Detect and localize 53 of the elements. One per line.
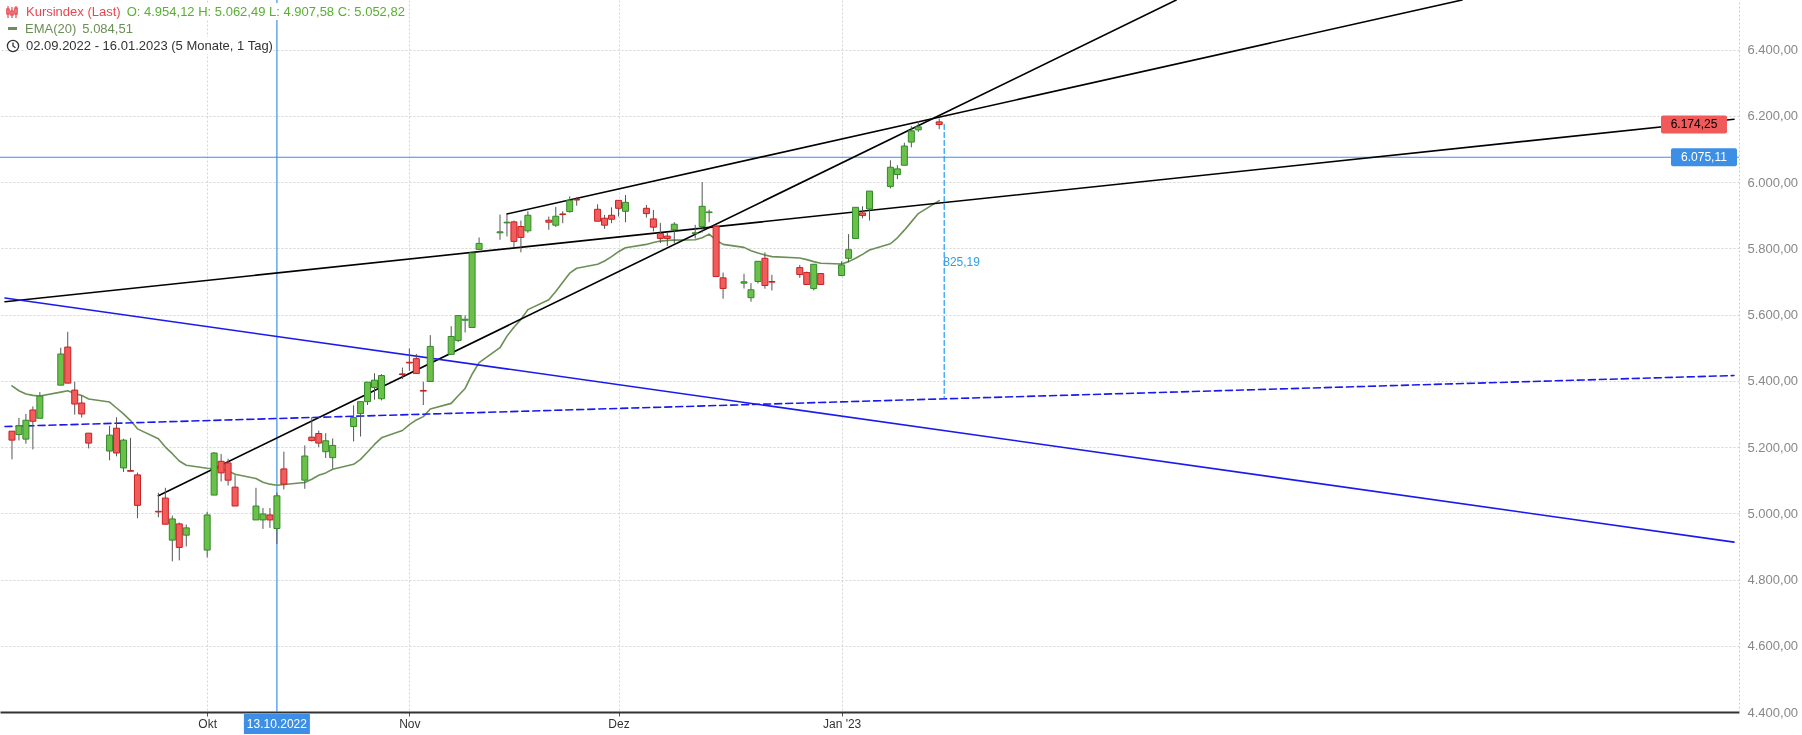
ref-line-label: 13.10.2022 <box>246 717 308 731</box>
ref-line-label: 6.075,11 <box>1681 150 1728 165</box>
y-tick-label: 5.400,00 <box>1747 373 1799 389</box>
candlestick <box>266 507 274 529</box>
x-tick-label: Okt <box>198 716 218 731</box>
y-tick-label: 5.800,00 <box>1747 240 1799 256</box>
candlestick <box>182 524 190 547</box>
candlestick <box>475 236 483 250</box>
chart-title: Kursindex (Last) <box>26 3 121 20</box>
candlestick <box>231 474 239 507</box>
candlestick <box>503 213 511 237</box>
candlestick <box>106 425 114 461</box>
y-tick-label: 5.600,00 <box>1747 307 1799 323</box>
candlestick <box>126 437 134 472</box>
candlestick <box>747 282 755 303</box>
candlestick <box>621 194 629 223</box>
y-tick-label: 4.600,00 <box>1747 638 1799 654</box>
candlestick <box>280 451 288 490</box>
annotation: 5.084,51 <box>82 20 133 37</box>
candlestick <box>845 233 853 263</box>
y-tick-label: 5.000,00 <box>1747 505 1799 521</box>
candlestick <box>900 142 908 166</box>
candlestick <box>8 430 16 460</box>
y-tick-label: 4.800,00 <box>1747 572 1799 588</box>
y-tick-label: 4.400,00 <box>1747 704 1799 720</box>
candlestick <box>350 404 358 442</box>
x-tick-label: Dez <box>608 716 630 731</box>
candlestick <box>649 209 657 232</box>
candlestick <box>419 381 427 406</box>
line-series <box>11 199 941 487</box>
candlestick <box>670 221 678 244</box>
candlestick <box>754 260 762 284</box>
candlestick <box>552 206 560 228</box>
text: 02.09.2022 - 16.01.2023 (5 Monate, 1 Tag) <box>26 37 273 54</box>
candlestick <box>175 522 183 561</box>
y-tick-label: 6.200,00 <box>1747 108 1799 124</box>
y-tick-label: 5.200,00 <box>1747 439 1799 455</box>
candlestick <box>496 214 504 241</box>
candlestick <box>36 391 44 419</box>
candlestick <box>907 125 915 148</box>
candlestick <box>168 515 176 562</box>
annotation: 825,19 <box>943 255 981 270</box>
y-tick-label: 6.000,00 <box>1747 174 1799 190</box>
y-tick-label: 6.400,00 <box>1747 42 1799 58</box>
x-tick-label: Jan '23 <box>822 716 862 731</box>
candlestick <box>740 273 748 289</box>
candlestick <box>866 190 873 222</box>
x-tick-label: Nov <box>399 716 421 731</box>
legend-label: EMA(20) <box>25 20 77 37</box>
annotation: O: 4.954,12 H: 5.062,49 L: 4.907,58 C: 5.052,82 <box>126 3 405 20</box>
candlestick <box>29 405 37 450</box>
annotation: 6.174,25 <box>1670 117 1718 132</box>
candlestick <box>524 210 532 234</box>
